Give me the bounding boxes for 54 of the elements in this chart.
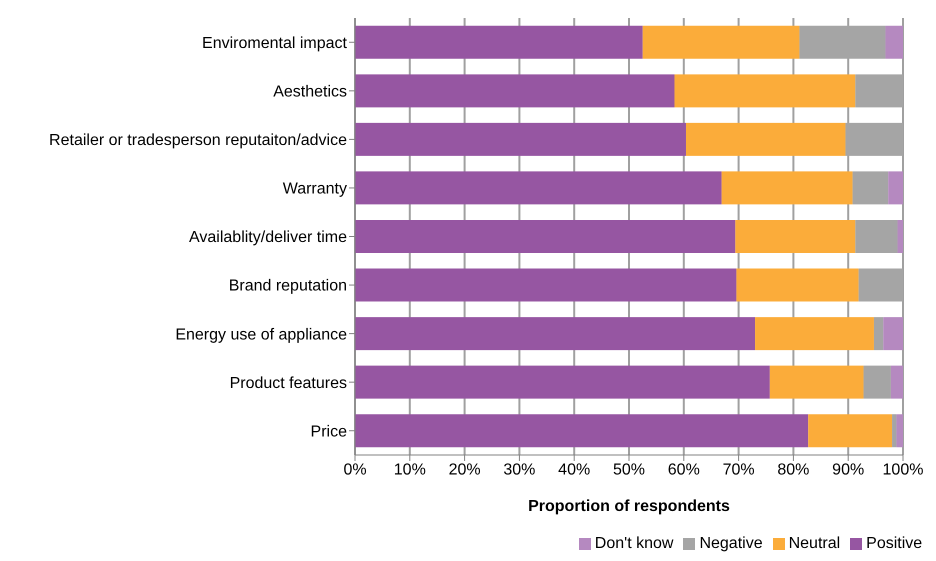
bar bbox=[355, 220, 736, 253]
x-tick-label: 90% bbox=[832, 461, 864, 478]
legend-label: Positive bbox=[866, 535, 922, 552]
y-tick-label: Enviromental impact bbox=[202, 34, 348, 52]
y-tick-label: Warranty bbox=[282, 180, 347, 198]
bar bbox=[864, 366, 891, 399]
legend-label: Neutral bbox=[788, 535, 840, 552]
bar bbox=[808, 414, 892, 448]
y-tick-label: Aesthetics bbox=[273, 84, 347, 101]
bar bbox=[642, 26, 800, 59]
y-tick-label: Retailer or tradesperson reputaiton/advice bbox=[49, 132, 348, 150]
bar bbox=[898, 220, 903, 253]
legend-label: Negative bbox=[699, 535, 763, 552]
bar bbox=[355, 74, 674, 108]
bar bbox=[888, 171, 903, 204]
y-tick-label: Energy use of appliance bbox=[175, 326, 348, 344]
x-tick-label: 10% bbox=[394, 461, 426, 478]
x-tick-label: 60% bbox=[668, 461, 700, 478]
bar bbox=[355, 366, 770, 399]
x-tick-label: 0% bbox=[343, 461, 367, 478]
y-tick-label: Availablity/deliver time bbox=[189, 229, 348, 246]
bar bbox=[852, 171, 888, 204]
bar bbox=[896, 414, 903, 448]
bar bbox=[770, 366, 864, 399]
x-tick-label: 40% bbox=[558, 461, 590, 478]
bar bbox=[890, 366, 903, 399]
bar bbox=[355, 26, 643, 59]
bar bbox=[885, 26, 903, 59]
bar bbox=[874, 317, 884, 350]
bar bbox=[735, 220, 856, 253]
x-axis-title: Proportion of respondents bbox=[528, 498, 730, 515]
bar bbox=[755, 317, 874, 350]
x-tick-label: 100% bbox=[882, 461, 924, 478]
bar bbox=[674, 74, 856, 108]
y-tick-label: Brand reputation bbox=[228, 278, 347, 295]
y-tick-label: Product features bbox=[230, 374, 347, 392]
bar bbox=[892, 414, 896, 448]
x-tick-label: 30% bbox=[503, 461, 536, 478]
bar bbox=[736, 268, 859, 302]
bar bbox=[355, 122, 686, 156]
x-tick-label: 20% bbox=[448, 461, 481, 478]
x-tick-label: 50% bbox=[612, 461, 646, 478]
bar bbox=[355, 268, 736, 302]
bar bbox=[855, 220, 898, 253]
x-tick-label: 80% bbox=[777, 461, 810, 478]
x-tick-label: 70% bbox=[722, 461, 755, 478]
y-tick-label: Price bbox=[310, 423, 348, 440]
bar bbox=[883, 317, 903, 350]
bar bbox=[355, 414, 808, 448]
bar bbox=[355, 171, 722, 204]
bar bbox=[355, 317, 756, 350]
bar bbox=[686, 122, 846, 156]
legend-label: Don't know bbox=[594, 535, 674, 552]
bar bbox=[722, 171, 853, 204]
